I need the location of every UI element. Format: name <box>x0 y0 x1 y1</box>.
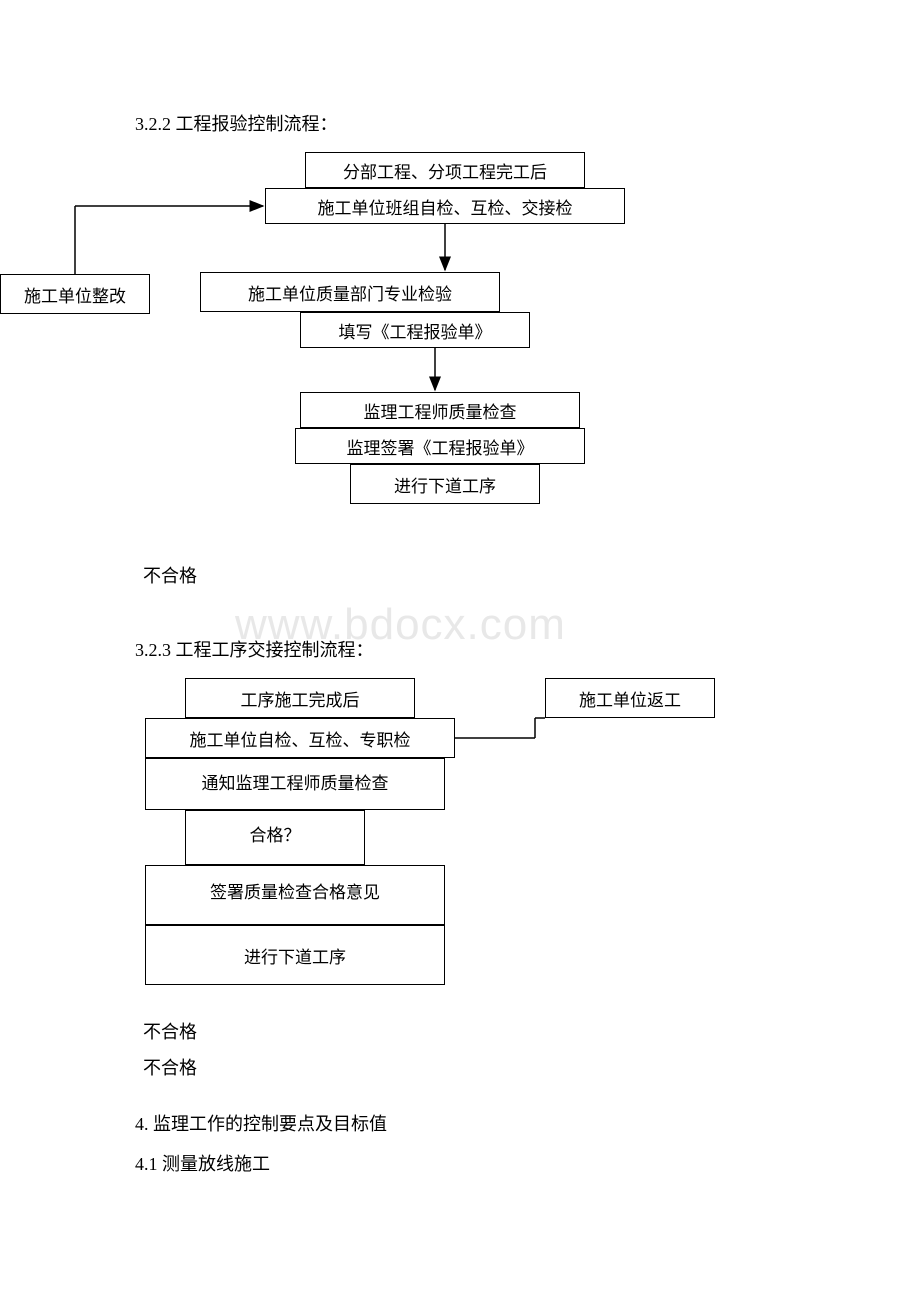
flowchart-322: 分部工程、分项工程完工后 施工单位班组自检、互检、交接检 施工单位整改 施工单位… <box>135 152 795 532</box>
flowchart-323: 工序施工完成后 施工单位返工 施工单位自检、互检、专职检 通知监理工程师质量检查… <box>135 678 795 1008</box>
section-heading-322: 3.2.2 工程报验控制流程： <box>135 110 795 136</box>
section-4-heading: 4. 监理工作的控制要点及目标值 <box>135 1110 795 1136</box>
section-heading-323: 3.2.3 工程工序交接控制流程： <box>135 636 795 662</box>
note-fail-3: 不合格 <box>143 1054 795 1080</box>
section-41-heading: 4.1 测量放线施工 <box>135 1150 795 1176</box>
note-fail-2: 不合格 <box>143 1018 795 1044</box>
flow2-lines <box>135 678 795 1008</box>
flow-box-b3: 施工单位整改 <box>0 274 150 314</box>
arrow-b2-b4 <box>135 152 795 532</box>
note-fail-1: 不合格 <box>143 562 795 588</box>
